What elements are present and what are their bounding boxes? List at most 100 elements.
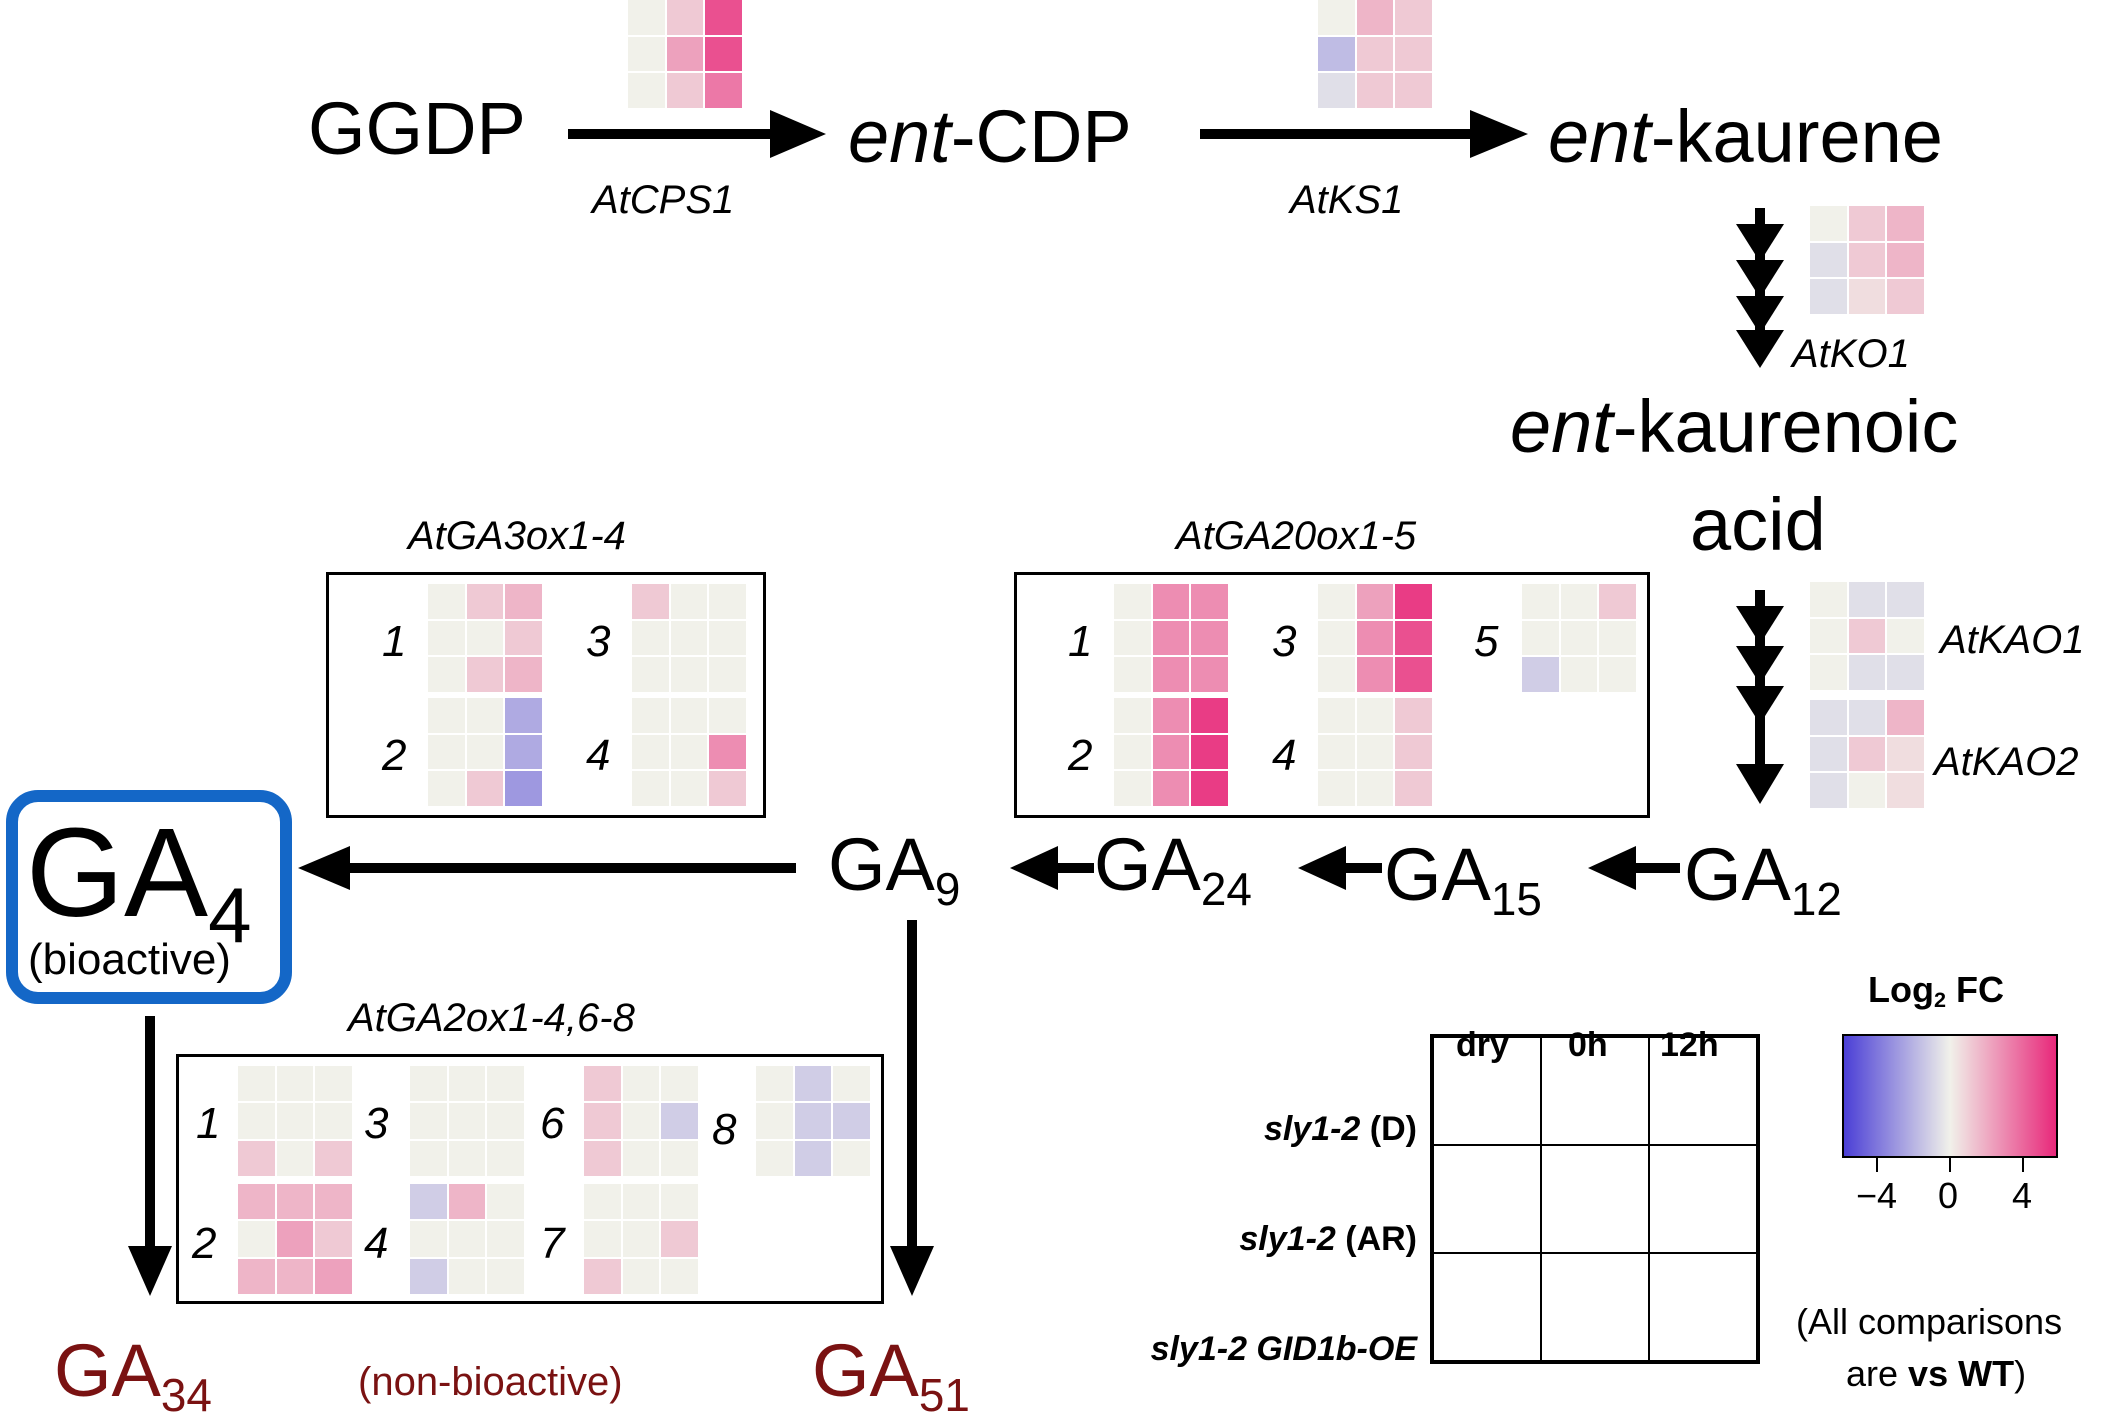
heatmap-ga3ox-3 xyxy=(632,584,746,692)
heatmap-cell xyxy=(1560,657,1598,692)
compound-ga9: GA9 xyxy=(828,823,961,916)
heatmap-cell xyxy=(705,36,742,72)
heatmap-cell xyxy=(1848,655,1886,690)
heatmap-cell xyxy=(1810,279,1847,314)
arrow-ggdp-to-entcdp xyxy=(568,110,826,158)
heatmap-cell xyxy=(1522,584,1559,619)
heatmap-ga3ox-4 xyxy=(632,698,746,806)
heatmap-cell xyxy=(622,1258,660,1294)
heatmap-cell xyxy=(1152,620,1190,656)
colorbar-tick-4 xyxy=(2022,1158,2024,1172)
heatmap-ga20ox-5 xyxy=(1522,584,1636,692)
heatmap-cell xyxy=(794,1140,832,1176)
heatmap-cell xyxy=(487,1258,524,1294)
heatmap-cell xyxy=(1887,700,1924,735)
heatmap-cell xyxy=(1395,620,1432,656)
ga20ox-num-2: 2 xyxy=(1068,731,1093,780)
heatmap-cell xyxy=(410,1258,447,1294)
legend-note-line1: (All comparisons xyxy=(1796,1301,2063,1342)
heatmap-cell xyxy=(1560,620,1598,656)
heatmap-cell xyxy=(1152,657,1190,692)
heatmap-cell xyxy=(670,698,708,733)
heatmap-cell xyxy=(632,620,669,656)
heatmap-cell xyxy=(1318,73,1355,108)
heatmap-cell xyxy=(756,1066,793,1102)
heatmap-cell xyxy=(1887,242,1924,278)
heatmap-cell xyxy=(448,1103,486,1139)
compound-ga51: GA51 xyxy=(812,1329,970,1422)
heatmap-ga20ox-3 xyxy=(1318,584,1432,692)
heatmap-cell xyxy=(315,1184,352,1220)
heatmap-cell xyxy=(1848,242,1886,278)
heatmap-cell xyxy=(1152,771,1190,806)
legend-cell xyxy=(1649,1037,1757,1145)
heatmap-cell xyxy=(238,1140,275,1176)
heatmap-cell xyxy=(487,1066,524,1102)
heatmap-cell xyxy=(1810,736,1847,772)
heatmap-cell xyxy=(1599,657,1636,692)
legend-cell xyxy=(1433,1145,1541,1253)
heatmap-cell xyxy=(833,1103,870,1139)
heatmap-cell xyxy=(622,1221,660,1257)
heatmap-cell xyxy=(666,36,704,72)
ga3ox-num-4: 4 xyxy=(586,731,611,780)
heatmap-cell xyxy=(505,584,542,619)
heatmap-cell xyxy=(1356,0,1394,35)
heatmap-cell xyxy=(794,1066,832,1102)
heatmap-cell xyxy=(448,1140,486,1176)
legend-cell xyxy=(1541,1037,1649,1145)
heatmap-cell xyxy=(1318,657,1355,692)
heatmap-cell xyxy=(238,1066,275,1102)
heatmap-cell xyxy=(505,734,542,770)
heatmap-cell xyxy=(622,1066,660,1102)
heatmap-cell xyxy=(1848,206,1886,241)
heatmap-cell xyxy=(410,1184,447,1220)
heatmap-cell xyxy=(584,1140,621,1176)
heatmap-cell xyxy=(661,1221,698,1257)
heatmap-cell xyxy=(466,771,504,806)
heatmap-cell xyxy=(1318,734,1355,770)
heatmap-cell xyxy=(1848,773,1886,808)
heatmap-cell xyxy=(1599,584,1636,619)
ga3ox-num-3: 3 xyxy=(586,617,611,666)
gene-label-ko1: AtKO1 xyxy=(1792,332,1910,376)
ga4-highlight-box xyxy=(6,790,292,1004)
heatmap-cell xyxy=(1191,771,1228,806)
heatmap-cell xyxy=(670,657,708,692)
arrow-ga24-to-ga9 xyxy=(1010,846,1094,890)
heatmap-cell xyxy=(276,1258,314,1294)
heatmap-cell xyxy=(661,1184,698,1220)
heatmap-cell xyxy=(1114,657,1151,692)
heatmap-cell xyxy=(1887,279,1924,314)
heatmap-cell xyxy=(628,36,665,72)
ga20ox-box xyxy=(1014,572,1650,818)
arrow-kaurenoic-to-ga12 xyxy=(1736,590,1784,804)
heatmap-cell xyxy=(632,584,669,619)
heatmap-cell xyxy=(466,734,504,770)
heatmap-cell xyxy=(1191,734,1228,770)
heatmap-ga2ox-3 xyxy=(410,1066,524,1176)
heatmap-cell xyxy=(1318,771,1355,806)
heatmap-cell xyxy=(1848,700,1886,735)
heatmap-cell xyxy=(1191,620,1228,656)
heatmap-cell xyxy=(505,657,542,692)
ga2ox-box-title: AtGA2ox1-4,6-8 xyxy=(348,996,635,1040)
legend-cell xyxy=(1433,1037,1541,1145)
heatmap-cell xyxy=(1152,584,1190,619)
heatmap-ko1 xyxy=(1810,206,1924,314)
ga20ox-num-4: 4 xyxy=(1272,731,1297,780)
heatmap-cell xyxy=(666,73,704,108)
heatmap-cell xyxy=(1114,584,1151,619)
heatmap-cell xyxy=(1152,734,1190,770)
heatmap-cell xyxy=(276,1140,314,1176)
colorbar-tick-neg4 xyxy=(1876,1158,1878,1172)
heatmap-cell xyxy=(632,698,669,733)
heatmap-cell xyxy=(1522,657,1559,692)
ga2ox-num-6: 6 xyxy=(540,1099,565,1148)
heatmap-cell xyxy=(1810,655,1847,690)
compound-ent-kaurenoic: ent-kaurenoic xyxy=(1510,385,1959,468)
compound-ga15: GA15 xyxy=(1384,833,1542,926)
heatmap-cell xyxy=(448,1221,486,1257)
heatmap-cell xyxy=(1356,698,1394,733)
ga2ox-num-7: 7 xyxy=(540,1219,565,1268)
